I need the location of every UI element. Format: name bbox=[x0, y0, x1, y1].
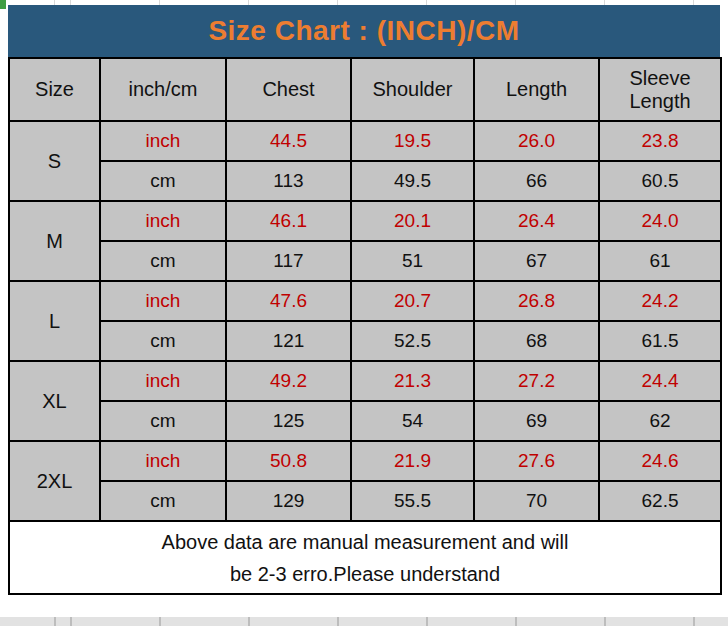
value-cell: 44.5 bbox=[226, 121, 351, 161]
selection-corner-mark bbox=[0, 0, 6, 9]
value-cell: 62.5 bbox=[599, 481, 721, 521]
unit-cell-cm: cm bbox=[100, 241, 226, 281]
col-header-inch-cm: inch/cm bbox=[100, 58, 226, 121]
value-cell: 24.0 bbox=[599, 201, 721, 241]
unit-cell-cm: cm bbox=[100, 321, 226, 361]
spreadsheet-gridline-ticks-bottom bbox=[0, 617, 728, 626]
table-row-s-cm: cm 113 49.5 66 60.5 bbox=[9, 161, 721, 201]
unit-cell-inch: inch bbox=[100, 121, 226, 161]
footer-note-line1: Above data are manual measurement and wi… bbox=[12, 526, 718, 558]
size-cell-2xl: 2XL bbox=[9, 441, 100, 521]
unit-cell-cm: cm bbox=[100, 401, 226, 441]
value-cell: 27.6 bbox=[474, 441, 599, 481]
unit-cell-inch: inch bbox=[100, 441, 226, 481]
col-header-length: Length bbox=[474, 58, 599, 121]
table-row-l-cm: cm 121 52.5 68 61.5 bbox=[9, 321, 721, 361]
value-cell: 113 bbox=[226, 161, 351, 201]
value-cell: 27.2 bbox=[474, 361, 599, 401]
table-row-2xl-cm: cm 129 55.5 70 62.5 bbox=[9, 481, 721, 521]
col-header-shoulder: Shoulder bbox=[351, 58, 474, 121]
footer-note: Above data are manual measurement and wi… bbox=[9, 521, 721, 594]
size-chart-title: Size Chart : (INCH)/CM bbox=[8, 5, 720, 57]
table-row-2xl-inch: 2XL inch 50.8 21.9 27.6 24.6 bbox=[9, 441, 721, 481]
unit-cell-cm: cm bbox=[100, 161, 226, 201]
size-cell-m: M bbox=[9, 201, 100, 281]
value-cell: 68 bbox=[474, 321, 599, 361]
value-cell: 47.6 bbox=[226, 281, 351, 321]
unit-cell-inch: inch bbox=[100, 281, 226, 321]
value-cell: 129 bbox=[226, 481, 351, 521]
unit-cell-cm: cm bbox=[100, 481, 226, 521]
value-cell: 61 bbox=[599, 241, 721, 281]
value-cell: 24.4 bbox=[599, 361, 721, 401]
value-cell: 54 bbox=[351, 401, 474, 441]
table-header-row: Size inch/cm Chest Shoulder Length Sleev… bbox=[9, 58, 721, 121]
value-cell: 125 bbox=[226, 401, 351, 441]
value-cell: 24.6 bbox=[599, 441, 721, 481]
value-cell: 51 bbox=[351, 241, 474, 281]
table-footer-row: Above data are manual measurement and wi… bbox=[9, 521, 721, 594]
col-header-chest: Chest bbox=[226, 58, 351, 121]
value-cell: 23.8 bbox=[599, 121, 721, 161]
value-cell: 24.2 bbox=[599, 281, 721, 321]
col-header-size: Size bbox=[9, 58, 100, 121]
table-row-xl-inch: XL inch 49.2 21.3 27.2 24.4 bbox=[9, 361, 721, 401]
value-cell: 49.2 bbox=[226, 361, 351, 401]
value-cell: 21.3 bbox=[351, 361, 474, 401]
value-cell: 52.5 bbox=[351, 321, 474, 361]
value-cell: 69 bbox=[474, 401, 599, 441]
value-cell: 26.4 bbox=[474, 201, 599, 241]
size-chart: Size Chart : (INCH)/CM Size inch/cm Ches… bbox=[8, 5, 720, 595]
size-chart-table: Size inch/cm Chest Shoulder Length Sleev… bbox=[8, 57, 722, 595]
unit-cell-inch: inch bbox=[100, 361, 226, 401]
spreadsheet-background: Size Chart : (INCH)/CM Size inch/cm Ches… bbox=[0, 0, 728, 626]
value-cell: 60.5 bbox=[599, 161, 721, 201]
value-cell: 66 bbox=[474, 161, 599, 201]
value-cell: 50.8 bbox=[226, 441, 351, 481]
value-cell: 61.5 bbox=[599, 321, 721, 361]
table-row-m-inch: M inch 46.1 20.1 26.4 24.0 bbox=[9, 201, 721, 241]
size-cell-l: L bbox=[9, 281, 100, 361]
value-cell: 55.5 bbox=[351, 481, 474, 521]
value-cell: 26.8 bbox=[474, 281, 599, 321]
unit-cell-inch: inch bbox=[100, 201, 226, 241]
value-cell: 70 bbox=[474, 481, 599, 521]
value-cell: 49.5 bbox=[351, 161, 474, 201]
table-row-s-inch: S inch 44.5 19.5 26.0 23.8 bbox=[9, 121, 721, 161]
table-row-l-inch: L inch 47.6 20.7 26.8 24.2 bbox=[9, 281, 721, 321]
value-cell: 117 bbox=[226, 241, 351, 281]
value-cell: 67 bbox=[474, 241, 599, 281]
value-cell: 20.7 bbox=[351, 281, 474, 321]
value-cell: 121 bbox=[226, 321, 351, 361]
value-cell: 62 bbox=[599, 401, 721, 441]
col-header-sleeve-length: Sleeve Length bbox=[599, 58, 721, 121]
value-cell: 26.0 bbox=[474, 121, 599, 161]
footer-note-line2: be 2-3 erro.Please understand bbox=[12, 558, 718, 590]
table-row-xl-cm: cm 125 54 69 62 bbox=[9, 401, 721, 441]
value-cell: 21.9 bbox=[351, 441, 474, 481]
size-cell-xl: XL bbox=[9, 361, 100, 441]
table-row-m-cm: cm 117 51 67 61 bbox=[9, 241, 721, 281]
value-cell: 20.1 bbox=[351, 201, 474, 241]
value-cell: 19.5 bbox=[351, 121, 474, 161]
value-cell: 46.1 bbox=[226, 201, 351, 241]
size-cell-s: S bbox=[9, 121, 100, 201]
